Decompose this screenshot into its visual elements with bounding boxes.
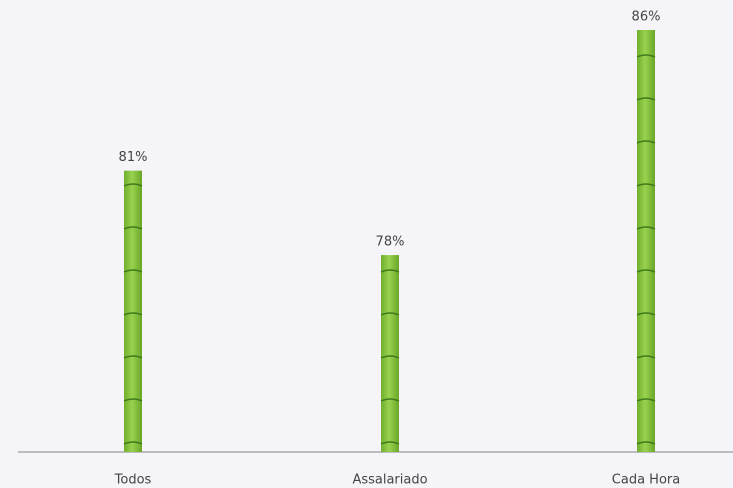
- bamboo-node: [123, 226, 143, 230]
- bamboo-node: [636, 183, 656, 187]
- bamboo-node: [636, 54, 656, 58]
- value-label: 78%: [376, 235, 405, 250]
- bamboo-node: [123, 183, 143, 187]
- bamboo-node: [123, 269, 143, 273]
- bamboo-node: [636, 312, 656, 316]
- x-tick-label: Assalariado: [352, 473, 427, 488]
- value-label: 81%: [119, 150, 148, 165]
- bamboo-node: [380, 312, 400, 316]
- bamboo-node: [380, 269, 400, 273]
- bar: [381, 255, 399, 452]
- bamboo-node: [636, 140, 656, 144]
- bar: [637, 30, 655, 452]
- bamboo-node: [636, 226, 656, 230]
- bamboo-node: [123, 355, 143, 359]
- bamboo-node: [380, 398, 400, 402]
- bamboo-node: [636, 441, 656, 445]
- bamboo-node: [123, 312, 143, 316]
- bamboo-node: [636, 269, 656, 273]
- bamboo-node: [123, 441, 143, 445]
- bamboo-node: [380, 355, 400, 359]
- bamboo-node: [636, 97, 656, 101]
- x-tick-label: Todos: [114, 473, 152, 488]
- bamboo-node: [123, 398, 143, 402]
- x-tick-label: Cada Hora: [612, 473, 680, 488]
- value-label: 86%: [632, 10, 661, 25]
- bamboo-node: [380, 441, 400, 445]
- bamboo-node: [636, 355, 656, 359]
- bar: [124, 170, 142, 452]
- bamboo-node: [636, 398, 656, 402]
